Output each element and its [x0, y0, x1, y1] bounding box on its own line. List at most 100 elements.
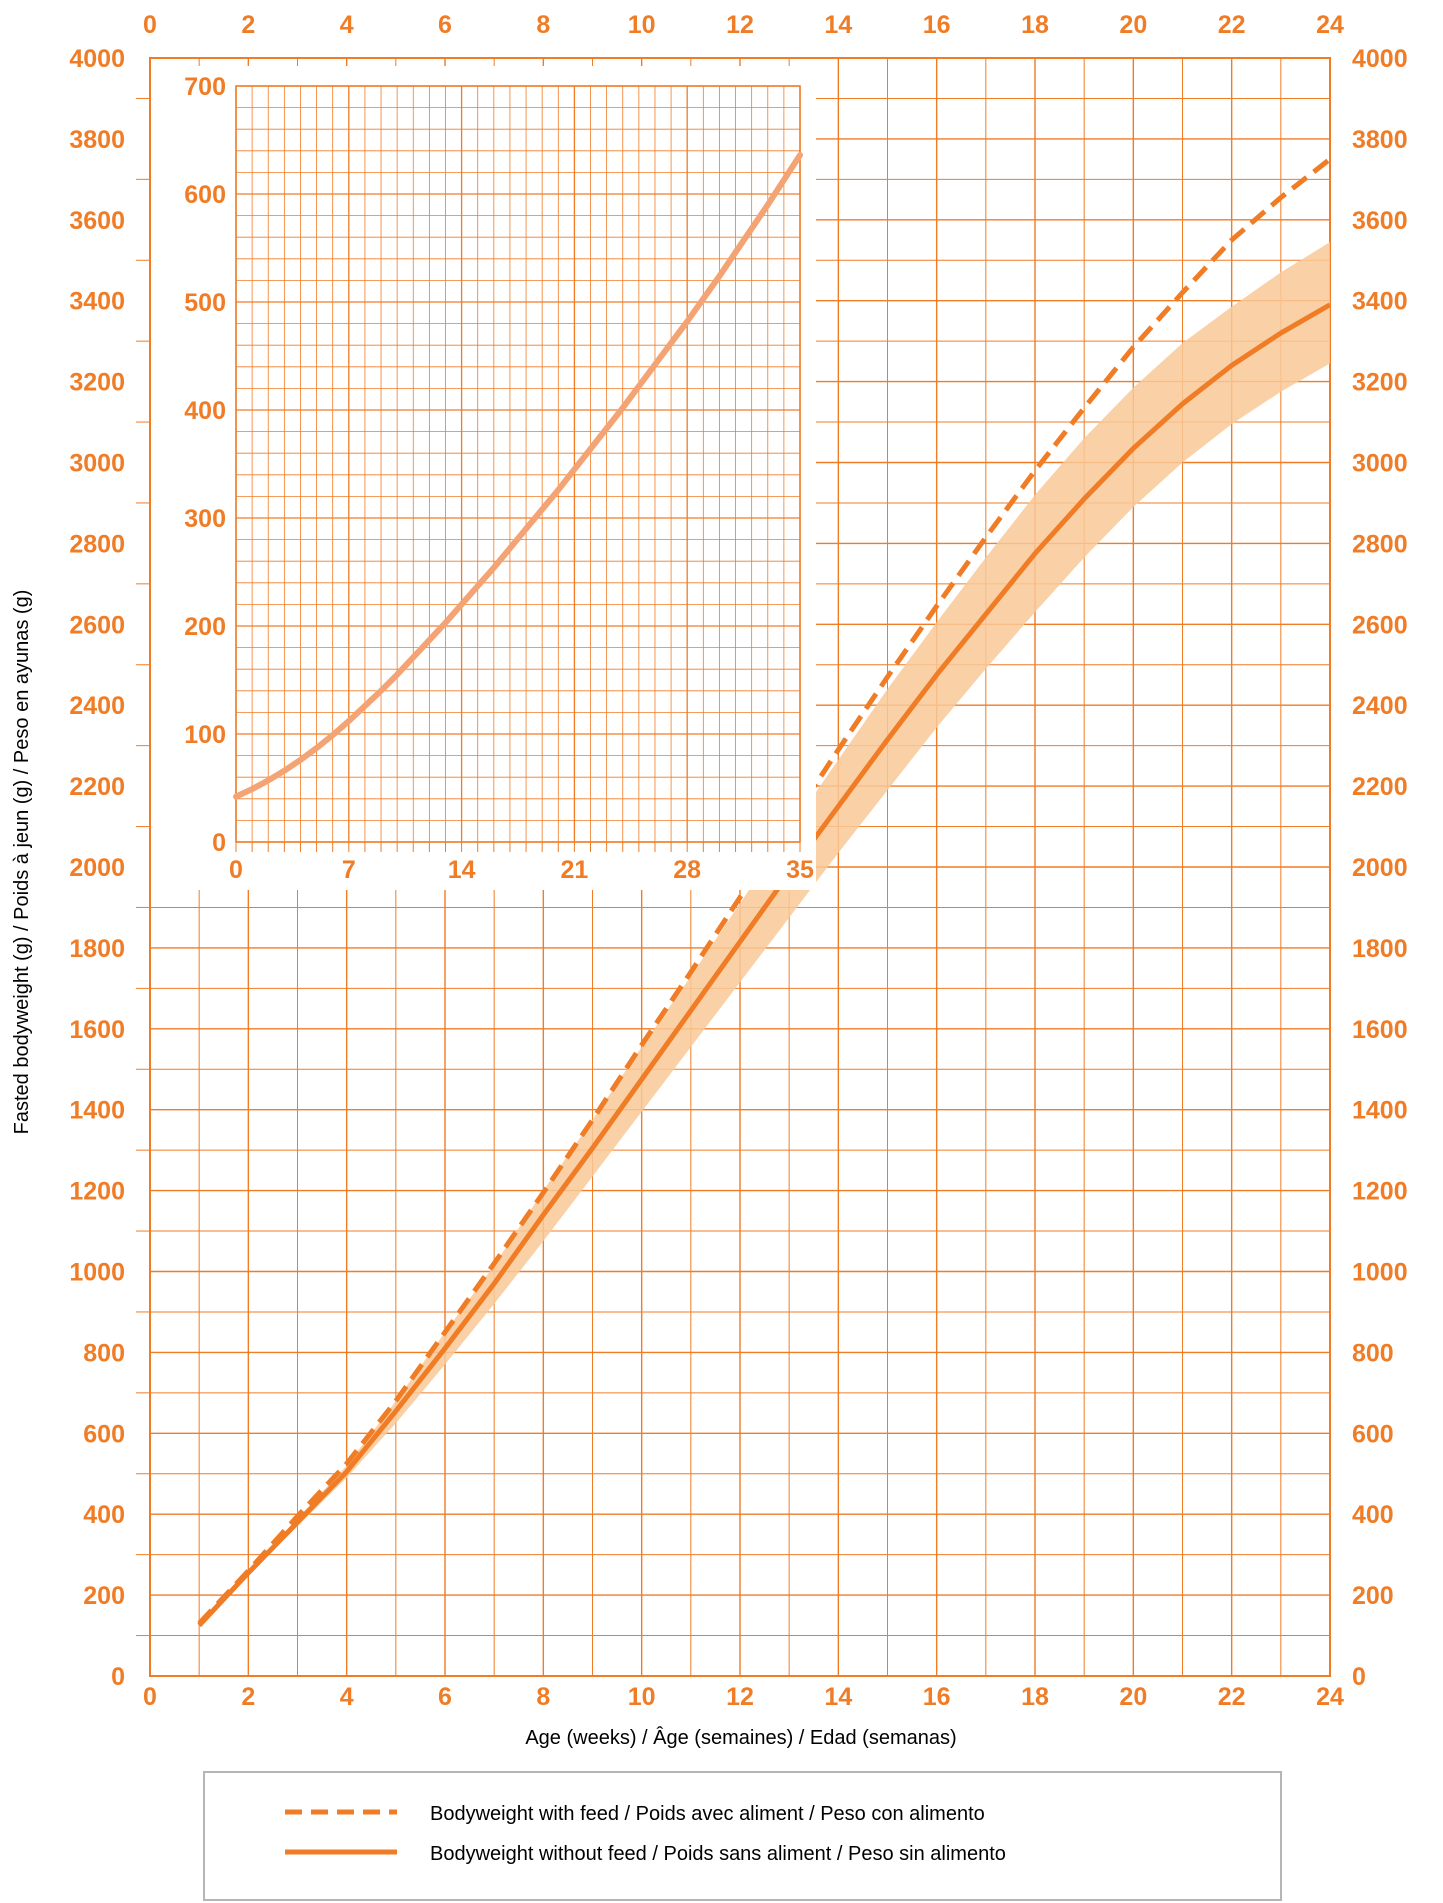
confidence-band: [199, 242, 1331, 1626]
inset-x-tick-label: 14: [448, 856, 476, 884]
x-tick-label-bottom: 4: [340, 1683, 354, 1711]
x-tick-label-bottom: 22: [1218, 1683, 1246, 1711]
y-tick-label-left: 3600: [69, 207, 125, 235]
x-tick-label-bottom: 0: [143, 1683, 157, 1711]
x-tick-label-top: 14: [824, 11, 852, 39]
y-tick-label-left: 4000: [69, 45, 125, 73]
inset-x-tick-label: 0: [229, 856, 243, 884]
inset-frame: [235, 85, 801, 843]
y-tick-label-left: 1800: [69, 935, 125, 963]
y-tick-label-right: 600: [1352, 1420, 1394, 1448]
main-tick-labels: 0022446688101012121414161618182020222224…: [69, 11, 1407, 1711]
y-tick-label-left: 800: [83, 1339, 125, 1367]
y-tick-label-right: 1800: [1352, 935, 1408, 963]
y-tick-label-right: 1200: [1352, 1178, 1408, 1206]
inset-x-tick-label: 35: [786, 856, 814, 884]
inset-series-line: [233, 152, 803, 800]
x-tick-label-bottom: 2: [241, 1683, 255, 1711]
inset-x-tick-label: 21: [560, 856, 588, 884]
y-tick-label-left: 2200: [69, 773, 125, 801]
x-tick-label-bottom: 24: [1316, 1683, 1344, 1711]
x-axis-title: Age (weeks) / Âge (semaines) / Edad (sem…: [525, 1726, 956, 1749]
y-tick-label-left: 2000: [69, 854, 125, 882]
y-tick-label-right: 1000: [1352, 1259, 1408, 1287]
y-tick-label-left: 0: [111, 1663, 125, 1691]
inset-series-layer: [233, 152, 803, 800]
x-tick-label-top: 2: [241, 11, 255, 39]
x-tick-label-top: 0: [143, 11, 157, 39]
y-tick-label-right: 3400: [1352, 288, 1408, 316]
y-tick-label-right: 0: [1352, 1663, 1366, 1691]
x-tick-label-top: 12: [726, 11, 754, 39]
y-tick-label-left: 400: [83, 1501, 125, 1529]
inset-tick-labels: 0 7 14 21 28 35 0 100 200 300 400 500 600 700: [184, 73, 814, 884]
y-tick-label-left: 2400: [69, 692, 125, 720]
x-tick-label-top: 8: [536, 11, 550, 39]
x-tick-label-bottom: 8: [536, 1683, 550, 1711]
legend-label-with-feed: Bodyweight with feed / Poids avec alimen…: [430, 1803, 985, 1825]
x-tick-label-top: 22: [1218, 11, 1246, 39]
legend-box: [203, 1771, 1282, 1901]
y-tick-label-right: 800: [1352, 1339, 1394, 1367]
inset-y-tick-label: 400: [184, 397, 226, 425]
y-tick-label-right: 2800: [1352, 530, 1408, 558]
inset-x-tick-label: 28: [673, 856, 701, 884]
y-tick-label-left: 3000: [69, 450, 125, 478]
x-tick-label-bottom: 10: [628, 1683, 656, 1711]
legend-label-without-feed: Bodyweight without feed / Poids sans ali…: [430, 1843, 1006, 1865]
y-tick-label-left: 600: [83, 1420, 125, 1448]
y-tick-label-right: 2600: [1352, 611, 1408, 639]
x-tick-label-top: 10: [628, 11, 656, 39]
series-line-without-feed: [197, 302, 1332, 1628]
x-tick-label-bottom: 14: [824, 1683, 852, 1711]
y-tick-label-left: 200: [83, 1582, 125, 1610]
inset-y-tick-label: 600: [184, 181, 226, 209]
y-tick-label-left: 2800: [69, 530, 125, 558]
inset-chart: 0 7 14 21 28 35 0 100 200 300 400 500 600 700: [151, 66, 816, 890]
inset-y-tick-label: 200: [184, 613, 226, 641]
y-tick-label-left: 1400: [69, 1097, 125, 1125]
inset-y-tick-label: 100: [184, 721, 226, 749]
x-tick-label-top: 20: [1119, 11, 1147, 39]
x-tick-label-bottom: 6: [438, 1683, 452, 1711]
y-tick-label-right: 1600: [1352, 1016, 1408, 1044]
inset-background: [151, 66, 816, 890]
x-tick-label-bottom: 16: [923, 1683, 951, 1711]
x-tick-label-bottom: 18: [1021, 1683, 1049, 1711]
y-tick-label-right: 4000: [1352, 45, 1408, 73]
y-tick-label-right: 2200: [1352, 773, 1408, 801]
x-tick-label-bottom: 12: [726, 1683, 754, 1711]
y-tick-label-right: 3200: [1352, 369, 1408, 397]
y-tick-label-right: 2000: [1352, 854, 1408, 882]
y-tick-label-left: 3200: [69, 369, 125, 397]
y-tick-label-right: 3000: [1352, 450, 1408, 478]
legend: Bodyweight with feed / Poids avec alimen…: [203, 1771, 1282, 1901]
y-tick-label-left: 1200: [69, 1178, 125, 1206]
y-tick-label-left: 2600: [69, 611, 125, 639]
y-tick-label-right: 3600: [1352, 207, 1408, 235]
x-tick-label-bottom: 20: [1119, 1683, 1147, 1711]
inset-grid: [235, 85, 801, 852]
y-tick-label-left: 3800: [69, 126, 125, 154]
y-tick-label-right: 1400: [1352, 1097, 1408, 1125]
x-tick-label-top: 24: [1316, 11, 1344, 39]
y-tick-label-right: 200: [1352, 1582, 1394, 1610]
y-tick-label-right: 3800: [1352, 126, 1408, 154]
x-tick-label-top: 6: [438, 11, 452, 39]
inset-y-tick-label: 300: [184, 505, 226, 533]
y-tick-label-left: 3400: [69, 288, 125, 316]
y-tick-label-right: 400: [1352, 1501, 1394, 1529]
inset-y-tick-label: 500: [184, 289, 226, 317]
inset-y-tick-label: 0: [212, 829, 226, 857]
y-axis-title: Fasted bodyweight (g) / Poids à jeun (g)…: [11, 590, 33, 1135]
inset-y-tick-label: 700: [184, 73, 226, 101]
y-tick-label-left: 1600: [69, 1016, 125, 1044]
plot-frame: [149, 57, 1331, 1677]
x-tick-label-top: 16: [923, 11, 951, 39]
x-tick-label-top: 4: [340, 11, 354, 39]
x-tick-label-top: 18: [1021, 11, 1049, 39]
confidence-band-layer: [199, 242, 1331, 1626]
y-tick-label-right: 2400: [1352, 692, 1408, 720]
y-tick-label-left: 1000: [69, 1259, 125, 1287]
